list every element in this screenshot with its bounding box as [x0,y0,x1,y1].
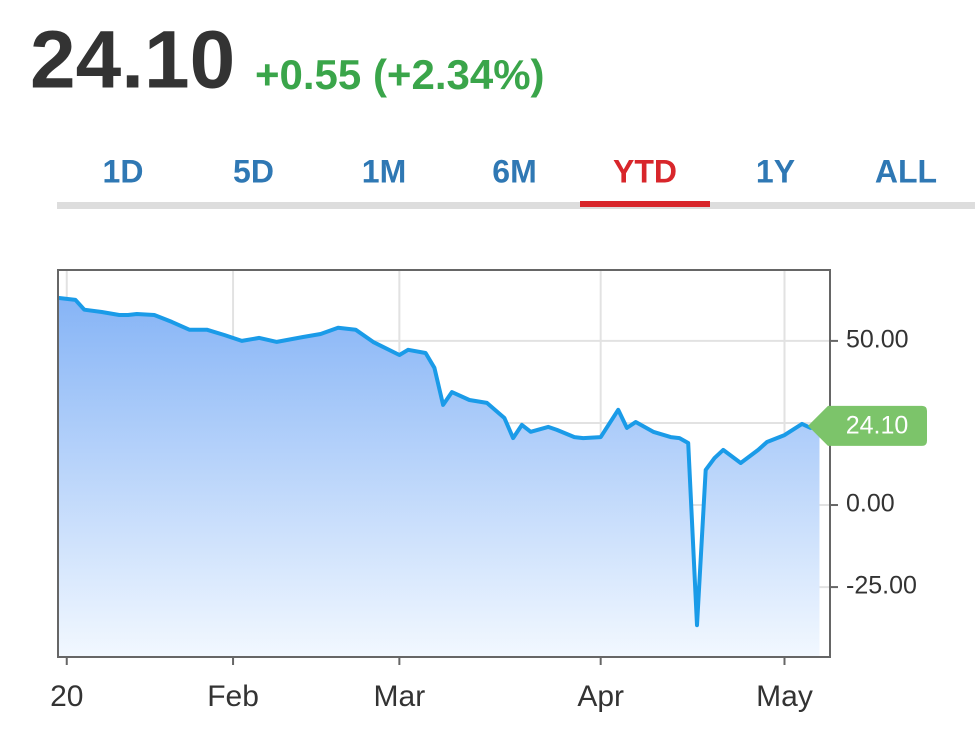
line [57,295,820,628]
y-tick-label: 0.00 [846,490,895,518]
y-tick-label: -25.00 [846,572,917,600]
tab[interactable]: 1Y [756,153,795,189]
plot-frame [57,269,831,658]
x-tick-label: Mar [374,680,426,713]
last-value-badge [808,405,927,446]
last-value-label: 24.10 [846,412,909,440]
x-tick-label: 20 [50,680,83,713]
tab-bar [57,202,975,209]
price: 24.10 [30,15,235,106]
x-tick-label: Apr [577,680,624,713]
tab[interactable]: 1D [103,153,144,189]
area-fill [58,297,820,657]
tab[interactable]: 6M [492,153,536,189]
tab[interactable]: ALL [875,153,937,189]
x-tick-label: Feb [207,680,259,713]
tab[interactable]: YTD [613,153,677,189]
y-tick-label: 50.00 [846,326,909,354]
tab-selected-underline [580,201,710,207]
tab[interactable]: 1M [362,153,406,189]
x-tick-label: May [756,680,813,713]
tab[interactable]: 5D [233,153,274,189]
price-change: +0.55 (+2.34%) [255,51,545,98]
